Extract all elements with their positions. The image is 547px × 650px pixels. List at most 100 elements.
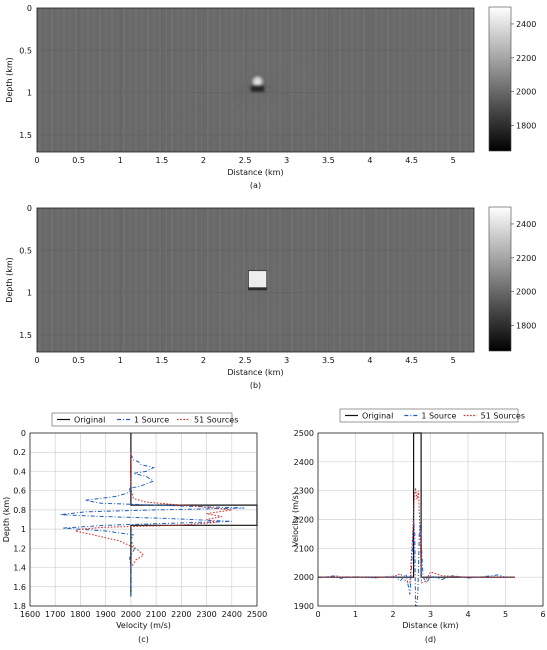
y-tick-label: 0 — [27, 4, 32, 13]
x-tick-label: 2100 — [146, 610, 166, 619]
panel-caption: (d) — [425, 635, 436, 644]
x-tick-label: 1.5 — [155, 356, 168, 365]
x-tick-label: 2.5 — [239, 156, 252, 165]
smear-ray — [107, 279, 258, 353]
x-tick-label: 4 — [367, 356, 372, 365]
y-tick-label: 1.4 — [13, 564, 26, 573]
smear-ray — [197, 279, 258, 353]
panel-caption: (a) — [250, 181, 261, 190]
x-tick-label: 4 — [367, 156, 372, 165]
y-tick-label: 0 — [27, 204, 32, 213]
x-tick-label: 1700 — [45, 610, 65, 619]
y-tick-label: 0.4 — [13, 467, 26, 476]
x-tick-label: 3 — [284, 156, 289, 165]
smear-ray — [145, 81, 258, 153]
smear-ray — [173, 81, 258, 153]
panel-a-heatmap: 0 0.5 1 1.5 2 2.5 3 3.5 4 4.5 5 0 0.5 1 1.5 Distance (k… — [5, 4, 536, 190]
series-line-51-sources — [73, 452, 232, 568]
x-tick-label: 3.5 — [322, 156, 335, 165]
y-tick-label: 1 — [27, 89, 32, 98]
y-tick-label: 0.5 — [19, 246, 32, 255]
legend-label: 1 Source — [134, 416, 169, 425]
x-tick-label: 5 — [451, 156, 456, 165]
x-tick-label: 2400 — [222, 610, 242, 619]
colorbar-tick-label: 2000 — [516, 88, 536, 97]
anomaly-low-band — [250, 85, 265, 92]
colorbar-tick-label: 2400 — [516, 20, 536, 29]
panel-c-line-chart: 1600 1700 1800 1900 2000 2100 2200 2300 2400 2500… — [2, 412, 267, 644]
x-tick-label: 1 — [353, 610, 358, 619]
y-tick-label: 2000 — [294, 573, 314, 582]
colorbar-tick-label: 2200 — [516, 254, 536, 263]
y-tick-label: 1.5 — [19, 331, 32, 340]
colorbar-tick-label: 1800 — [516, 322, 536, 331]
smear-ray — [257, 279, 318, 353]
x-tick-label: 1600 — [20, 610, 40, 619]
x-tick-label: 0.5 — [72, 156, 85, 165]
smear-ray — [257, 81, 426, 153]
legend-label: 51 Sources — [481, 412, 525, 421]
x-tick-label: 2 — [201, 156, 206, 165]
y-tick-label: 0.2 — [13, 448, 26, 457]
series-line-51-sources — [321, 487, 515, 584]
x-axis-label: Velocity (m/s) — [116, 621, 171, 630]
y-tick-label: 1.5 — [19, 131, 32, 140]
x-tick-label: 0 — [34, 156, 39, 165]
colorbar-tick-label: 2000 — [516, 288, 536, 297]
y-axis-label: Depth (km) — [2, 497, 11, 543]
smear-ray — [257, 81, 286, 153]
x-tick-label: 2300 — [196, 610, 216, 619]
panel-d-line-chart: 0 1 2 3 4 5 6 1900 2000 2100 2200 2300 2400 2500 Dista… — [291, 408, 546, 644]
x-tick-label: 2.5 — [239, 356, 252, 365]
plot-area — [30, 433, 257, 606]
x-tick-label: 1800 — [70, 610, 90, 619]
colorbar — [488, 206, 512, 352]
colorbar-tick-label: 2200 — [516, 54, 536, 63]
x-tick-label: 6 — [540, 610, 545, 619]
smear-ray — [201, 81, 258, 153]
smear-ray — [89, 81, 258, 153]
smear-ray — [257, 81, 398, 153]
x-tick-label: 2000 — [121, 610, 141, 619]
smear-ray — [257, 279, 378, 353]
y-axis-label: Depth (km) — [5, 257, 14, 303]
legend-label: 51 Sources — [194, 416, 238, 425]
smear-ray — [257, 279, 348, 353]
x-axis-label: Distance (km) — [402, 621, 458, 630]
smear-ray — [257, 81, 314, 153]
y-tick-label: 1900 — [294, 602, 314, 611]
x-tick-label: 4.5 — [405, 356, 418, 365]
colorbar-tick-label: 1800 — [516, 122, 536, 131]
x-tick-label: 4.5 — [405, 156, 418, 165]
x-tick-label: 0 — [34, 356, 39, 365]
x-tick-label: 3 — [428, 610, 433, 619]
y-tick-label: 2500 — [294, 429, 314, 438]
legend-box — [51, 412, 233, 427]
x-axis-label: Distance (km) — [227, 168, 283, 177]
x-tick-label: 2200 — [171, 610, 191, 619]
x-tick-label: 0.5 — [72, 356, 85, 365]
x-tick-label: 3.5 — [322, 356, 335, 365]
panel-caption: (c) — [138, 635, 149, 644]
legend: Original 1 Source 51 Sources — [51, 412, 238, 427]
smear-ray — [257, 81, 342, 153]
smear-ray — [137, 279, 258, 353]
plot-frame — [29, 432, 258, 607]
x-tick-label: 5 — [503, 610, 508, 619]
smear-ray — [117, 81, 258, 153]
x-tick-label: 5 — [451, 356, 456, 365]
smear-ray — [257, 81, 370, 153]
y-tick-label: 1 — [27, 289, 32, 298]
y-tick-label: 1 — [21, 525, 26, 534]
smear-ray — [229, 81, 258, 153]
legend: Original 1 Source 51 Sources — [339, 408, 525, 423]
x-tick-label: 3 — [284, 356, 289, 365]
x-tick-label: 0 — [315, 610, 320, 619]
x-tick-label: 2 — [390, 610, 395, 619]
plot-frame — [317, 432, 544, 607]
y-tick-label: 0.8 — [13, 506, 26, 515]
x-tick-label: 4 — [465, 610, 470, 619]
plot-frame — [36, 7, 475, 153]
legend-box — [339, 408, 519, 423]
